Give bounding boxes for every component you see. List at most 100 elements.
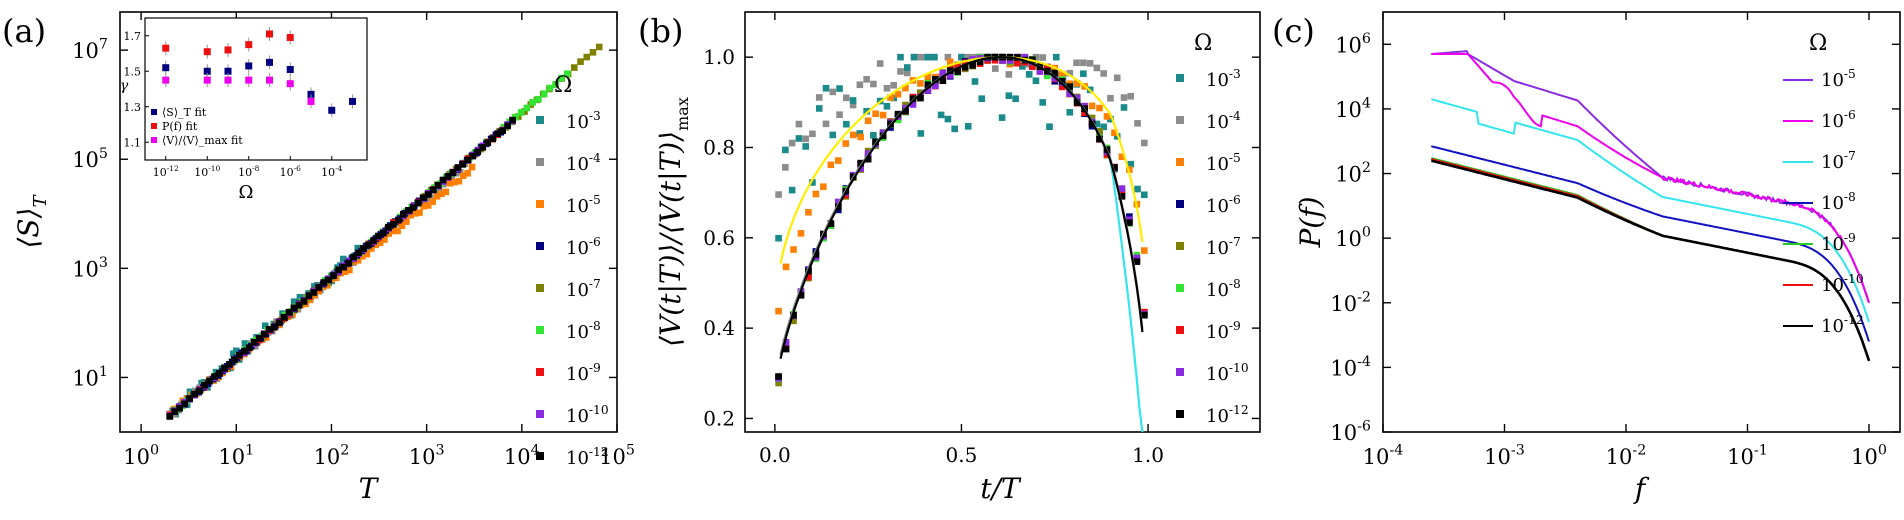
inset-legend-swatch xyxy=(151,109,157,115)
data-point xyxy=(260,330,268,338)
legend-label: 10-4 xyxy=(566,151,601,175)
legend-swatch xyxy=(1176,410,1184,418)
inset-point xyxy=(245,41,253,49)
data-point xyxy=(782,345,790,353)
data-point xyxy=(320,279,328,286)
data-point xyxy=(795,120,803,128)
data-point xyxy=(206,377,213,385)
inset-point xyxy=(265,30,273,38)
data-point xyxy=(856,81,864,89)
fit-curve xyxy=(779,56,1144,360)
x-axis-label-a: T xyxy=(359,472,380,505)
data-point xyxy=(395,216,402,224)
x-tick-label: 101 xyxy=(218,443,254,469)
legend-label: 10-10 xyxy=(1821,272,1864,296)
inset-point xyxy=(224,46,232,54)
data-point xyxy=(1141,191,1148,199)
y-tick-label-base: 10 xyxy=(1330,292,1357,316)
inset-point xyxy=(286,80,294,88)
data-point xyxy=(872,110,879,118)
data-point xyxy=(1025,71,1033,78)
data-point xyxy=(883,84,891,92)
data-point xyxy=(376,239,384,247)
data-point xyxy=(1100,70,1107,77)
x-tick-label: 0.0 xyxy=(759,443,791,467)
legend-label: 10-8 xyxy=(1206,277,1241,301)
data-point xyxy=(887,124,894,131)
data-point xyxy=(883,103,891,110)
inset-point xyxy=(203,48,211,56)
data-point xyxy=(166,413,174,420)
data-point xyxy=(280,313,288,321)
data-point xyxy=(1118,189,1126,196)
y-tick-label: 106 xyxy=(1335,31,1371,57)
legend-label-exp: -6 xyxy=(589,235,601,249)
legend-label-base: 10 xyxy=(1206,280,1229,301)
data-point xyxy=(849,131,857,139)
data-point xyxy=(464,169,471,177)
data-point xyxy=(221,365,228,372)
plot-frame-a xyxy=(119,11,618,433)
data-point xyxy=(375,232,382,240)
legend-swatch xyxy=(536,200,544,208)
data-point xyxy=(1080,59,1087,67)
panel-b: (b) 0.0 0.5 1.0 0.2 0.4 0.6 0.8 1.0 t/T ⟨V(t|T… xyxy=(638,11,1261,505)
data-point xyxy=(1066,69,1074,77)
data-point xyxy=(232,347,240,355)
data-point xyxy=(1066,108,1074,116)
data-point xyxy=(1134,120,1141,127)
data-point xyxy=(419,194,427,201)
legend-label-exp: -8 xyxy=(1229,277,1241,291)
inset-legend-label: P(f) fit xyxy=(162,120,198,133)
panel-label-b: (b) xyxy=(638,12,683,50)
legend-label-base: 10 xyxy=(566,112,589,133)
y-tick-label: 107 xyxy=(72,37,108,63)
data-point xyxy=(1113,74,1121,82)
x-tick-label-base: 10 xyxy=(123,445,150,469)
legend-label: 10-5 xyxy=(1821,67,1856,91)
panel-label-a: (a) xyxy=(2,12,46,50)
data-point xyxy=(857,159,864,167)
scatter-points-a xyxy=(166,43,603,420)
inset-x-tick-label: 10-6 xyxy=(280,164,302,179)
fit-curve xyxy=(779,56,1144,355)
y-tick-label-exp: 6 xyxy=(1362,31,1371,47)
data-point xyxy=(917,130,925,137)
data-point xyxy=(236,351,243,359)
legend-label-base: 10 xyxy=(1206,406,1229,427)
legend-swatch xyxy=(1176,326,1184,334)
legend-title: Ω xyxy=(554,73,572,98)
y-tick-label: 102 xyxy=(1335,160,1371,186)
data-point xyxy=(1012,95,1019,103)
data-point xyxy=(775,379,782,387)
data-point xyxy=(894,110,902,118)
y-tick-label-base: 10 xyxy=(72,257,99,281)
data-point xyxy=(305,292,313,299)
x-tick-label: 102 xyxy=(314,443,350,469)
legend-swatch xyxy=(1176,74,1184,82)
y-tick-label-base: 10 xyxy=(1330,356,1357,380)
inset-legend-label: ⟨V⟩/⟨V⟩_max fit xyxy=(162,134,243,147)
legend-label-exp: -4 xyxy=(589,151,601,165)
data-point xyxy=(340,263,347,271)
data-point xyxy=(961,59,969,67)
data-point xyxy=(1073,80,1081,87)
y-tick-label: 0.4 xyxy=(703,316,735,340)
data-point xyxy=(1096,135,1103,143)
data-point xyxy=(310,289,318,296)
inset-legend-swatch xyxy=(151,123,157,129)
data-point xyxy=(812,190,820,198)
data-point xyxy=(872,138,879,146)
data-point xyxy=(363,250,371,258)
data-point xyxy=(1126,219,1133,226)
data-point xyxy=(1058,77,1066,85)
data-point xyxy=(1043,63,1051,71)
data-point xyxy=(809,179,816,186)
data-point xyxy=(946,72,954,79)
data-point xyxy=(829,131,837,139)
data-point xyxy=(398,222,406,229)
legend-swatch xyxy=(1176,158,1184,166)
inset-x-tick-label: 10-8 xyxy=(238,164,260,179)
